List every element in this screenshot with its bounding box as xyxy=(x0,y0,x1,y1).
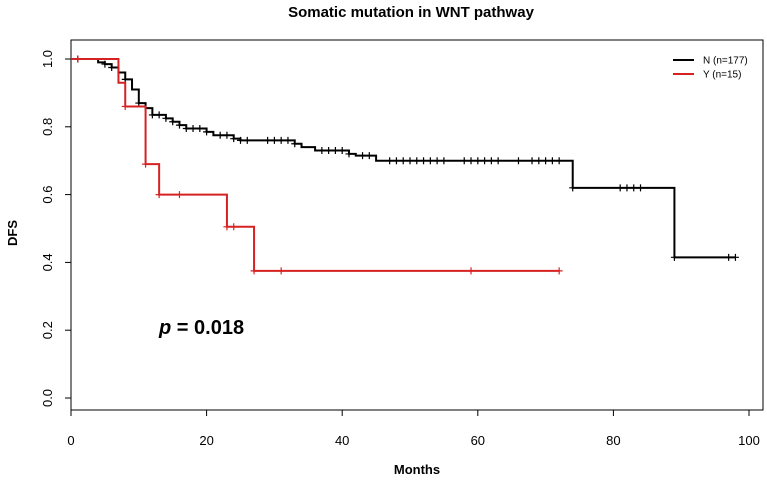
censor-mark xyxy=(616,184,624,192)
censor-mark xyxy=(548,157,556,165)
censor-mark xyxy=(426,157,434,165)
censor-mark xyxy=(250,267,258,275)
y-axis-label: DFS xyxy=(5,220,20,246)
censor-mark xyxy=(365,152,373,160)
censor-mark xyxy=(243,136,251,144)
censor-mark xyxy=(230,135,238,143)
censor-mark xyxy=(237,136,244,144)
censor-mark xyxy=(331,147,339,155)
censor-mark xyxy=(481,157,489,165)
x-tick-label: 40 xyxy=(335,433,349,448)
y-tick-label: 0.2 xyxy=(40,321,55,339)
x-tick-label: 20 xyxy=(199,433,213,448)
censor-mark xyxy=(345,150,353,158)
survival-curves xyxy=(71,55,739,275)
censor-mark xyxy=(175,121,183,129)
censor-mark xyxy=(487,157,495,165)
censor-mark xyxy=(460,157,468,165)
censor-mark xyxy=(467,157,475,165)
censor-mark xyxy=(121,102,129,110)
censor-mark xyxy=(440,157,448,165)
censor-mark xyxy=(406,157,414,165)
p-value-text: = 0.018 xyxy=(171,317,244,339)
censor-mark xyxy=(338,147,346,155)
legend-label: Y (n=15) xyxy=(703,70,741,81)
censor-mark xyxy=(155,191,163,199)
x-axis: 0 20 40 60 80 100 xyxy=(67,410,760,448)
x-tick-label: 80 xyxy=(606,433,620,448)
x-axis-label: Months xyxy=(394,462,440,477)
censor-mark xyxy=(121,75,129,83)
p-symbol: p xyxy=(158,317,171,339)
censor-mark xyxy=(731,253,739,261)
censor-mark xyxy=(399,157,407,165)
censor-mark xyxy=(135,99,143,107)
censor-mark xyxy=(630,184,638,192)
censor-mark xyxy=(101,60,109,68)
censor-mark xyxy=(413,157,421,165)
censor-mark xyxy=(142,160,150,168)
x-tick-label: 100 xyxy=(738,433,760,448)
y-tick-label: 0.8 xyxy=(40,118,55,136)
censor-mark xyxy=(325,147,333,155)
censor-mark xyxy=(555,267,563,275)
censor-mark xyxy=(196,124,204,132)
y-tick-label: 0.0 xyxy=(40,389,55,407)
y-tick-label: 0.4 xyxy=(40,253,55,271)
censor-mark xyxy=(182,124,190,132)
censor-mark xyxy=(291,140,299,148)
survival-curve-y xyxy=(71,58,560,272)
censor-mark xyxy=(264,136,272,144)
censor-mark xyxy=(467,267,475,275)
censor-mark xyxy=(216,131,224,139)
censor-mark xyxy=(169,118,177,126)
censor-mark xyxy=(725,253,733,261)
censor-mark xyxy=(528,157,536,165)
plot-frame xyxy=(70,39,764,411)
y-tick-label: 0.6 xyxy=(40,186,55,204)
chart-title: Somatic mutation in WNT pathway xyxy=(288,4,535,21)
censor-mark xyxy=(270,136,278,144)
censor-mark xyxy=(514,157,522,165)
censor-mark xyxy=(203,128,211,136)
legend-label: N (n=177) xyxy=(703,56,748,67)
censor-mark xyxy=(359,152,367,160)
censor-mark xyxy=(392,157,400,165)
censor-mark xyxy=(433,157,441,165)
censor-mark xyxy=(189,124,197,132)
censor-mark xyxy=(277,267,285,275)
censor-mark xyxy=(230,223,238,231)
censor-mark xyxy=(535,157,543,165)
censor-mark xyxy=(386,157,394,165)
p-value-annotation: p = 0.018 xyxy=(158,317,244,339)
censor-mark xyxy=(637,184,645,192)
y-axis: 0.0 0.2 0.4 0.6 0.8 1.0 xyxy=(40,50,71,407)
censor-mark xyxy=(555,157,563,165)
x-tick-label: 60 xyxy=(471,433,485,448)
censor-mark xyxy=(277,136,285,144)
censor-mark xyxy=(494,157,502,165)
legend: N (n=177) Y (n=15) xyxy=(673,56,748,81)
y-tick-label: 1.0 xyxy=(40,50,55,68)
censor-mark xyxy=(162,114,170,122)
censor-mark xyxy=(474,157,482,165)
censor-mark xyxy=(175,191,183,199)
censor-mark xyxy=(155,111,163,119)
censor-mark xyxy=(74,55,82,63)
censor-mark xyxy=(223,223,231,231)
censor-mark xyxy=(108,63,116,71)
censor-mark xyxy=(318,147,326,155)
censor-mark xyxy=(569,184,577,192)
x-tick-label: 0 xyxy=(67,433,74,448)
censor-mark xyxy=(542,157,550,165)
censor-mark xyxy=(670,253,678,261)
censor-mark xyxy=(623,184,631,192)
censor-mark xyxy=(148,111,156,119)
censor-mark xyxy=(420,157,428,165)
censor-mark xyxy=(223,131,231,139)
censor-mark xyxy=(284,136,292,144)
